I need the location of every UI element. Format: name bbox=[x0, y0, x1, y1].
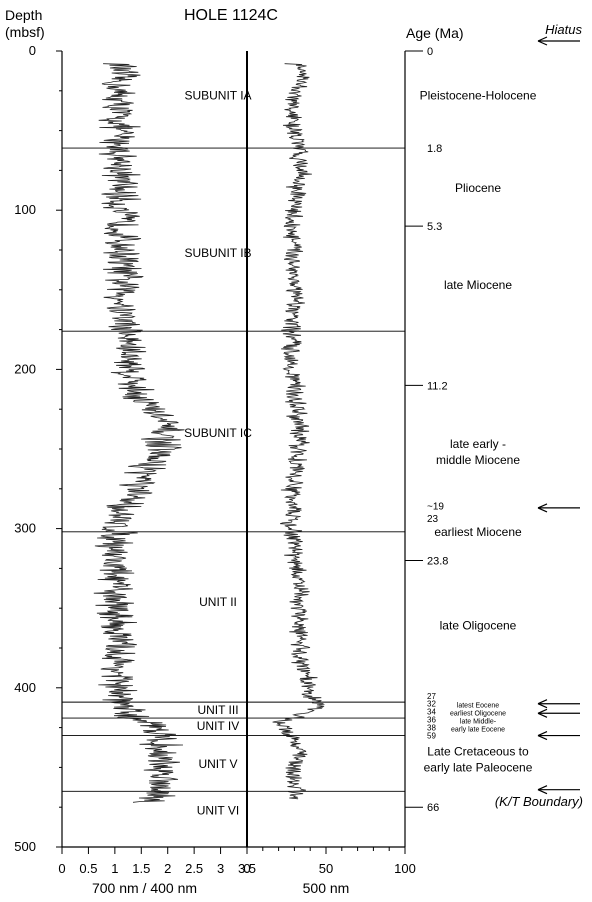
profile-series-2 bbox=[272, 63, 325, 800]
x-tick-label: 1 bbox=[111, 861, 118, 876]
x-axis-label: 500 nm bbox=[303, 880, 350, 896]
x-tick-label: 0 bbox=[243, 861, 250, 876]
x-tick-label: 2 bbox=[164, 861, 171, 876]
x-tick-label: 2.5 bbox=[185, 861, 203, 876]
age-marker-label: 38 bbox=[427, 724, 436, 733]
ylabel-line-2: (mbsf) bbox=[5, 24, 45, 40]
epoch-label: late Oligocene bbox=[440, 619, 517, 633]
epoch-label: Late Cretaceous to bbox=[427, 744, 529, 758]
age-marker-label: 36 bbox=[427, 716, 436, 725]
kt-boundary-label: (K/T Boundary) bbox=[495, 794, 583, 809]
boundary-lines bbox=[62, 147, 405, 792]
ylabel: Depth (mbsf) bbox=[5, 7, 45, 40]
chart-title: HOLE 1124C bbox=[184, 7, 278, 24]
age-tick-label: 23.8 bbox=[427, 555, 448, 567]
x-tick-label: 1.5 bbox=[132, 861, 150, 876]
age-marker-label: 34 bbox=[427, 708, 436, 717]
y-tick-label: 100 bbox=[14, 202, 36, 217]
epoch-label: middle Miocene bbox=[436, 453, 520, 467]
age-marker-label: 32 bbox=[427, 700, 436, 709]
epoch-label: earliest Miocene bbox=[434, 525, 522, 539]
unit-labels: SUBUNIT IA SUBUNIT IB SUBUNIT IC UNIT II UNI… bbox=[184, 89, 252, 818]
unit-label: UNIT IV bbox=[197, 719, 239, 733]
y-tick-label: 200 bbox=[14, 361, 36, 376]
age-tick-label: 0 bbox=[427, 46, 433, 58]
age-boundary-label: 1.8 bbox=[427, 143, 442, 155]
y-tick-label: 500 bbox=[14, 839, 36, 854]
age-tick-label: 66 bbox=[427, 802, 439, 814]
arrow-head bbox=[537, 503, 548, 513]
unit-label: UNIT II bbox=[199, 595, 237, 609]
epoch-label: Pliocene bbox=[455, 181, 501, 195]
epoch-label: early late Eocene bbox=[451, 727, 505, 734]
epoch-label: late Miocene bbox=[444, 278, 512, 292]
x-tick-label: 0.5 bbox=[79, 861, 97, 876]
hiatus-arrows bbox=[537, 36, 580, 795]
y-tick-label: 300 bbox=[14, 521, 36, 536]
arrow-head bbox=[537, 699, 548, 709]
epoch-labels: Pleistocene-Holocene Pliocene late Miocene… bbox=[420, 89, 537, 775]
unit-label: SUBUNIT IA bbox=[184, 89, 251, 103]
epoch-label: late early - bbox=[450, 437, 506, 451]
unit-label: SUBUNIT IB bbox=[184, 246, 251, 260]
plot-frame: 0 100 200 300 400 500 bbox=[14, 43, 406, 854]
age-tick-label: 11.2 bbox=[427, 380, 448, 392]
y-tick-label: 0 bbox=[29, 43, 36, 58]
x-tick-label: 50 bbox=[319, 861, 333, 876]
unit-label: SUBUNIT IC bbox=[184, 426, 252, 440]
age-marker-label: ~19 bbox=[427, 501, 444, 512]
arrow-head bbox=[537, 731, 548, 741]
unit-label: UNIT VI bbox=[197, 803, 239, 817]
unit-label: UNIT III bbox=[197, 703, 238, 717]
age-axis-label: Age (Ma) bbox=[406, 25, 464, 41]
epoch-label: late Middle- bbox=[460, 719, 497, 726]
epoch-label: early late Paleocene bbox=[424, 760, 533, 774]
profiles bbox=[93, 63, 325, 803]
age-marker-label: 59 bbox=[427, 732, 436, 741]
age-tick-label: 5.3 bbox=[427, 221, 442, 233]
hiatus-label: Hiatus bbox=[545, 22, 582, 37]
x-axes: 0 0.5 1 1.5 2 2.5 3 3.5 700 nm / 400 nm 0 50 100 500… bbox=[58, 846, 416, 896]
arrow-head bbox=[537, 708, 548, 718]
x-tick-label: 3.5 bbox=[238, 861, 256, 876]
x-axis-label: 700 nm / 400 nm bbox=[92, 880, 197, 896]
arrow-head bbox=[537, 36, 548, 46]
epoch-label: latest Eocene bbox=[457, 703, 500, 710]
ylabel-line-1: Depth bbox=[5, 7, 42, 23]
x-tick-label: 100 bbox=[394, 861, 416, 876]
y-tick-label: 400 bbox=[14, 680, 36, 695]
unit-label: UNIT V bbox=[198, 757, 237, 771]
age-marker-label: 23 bbox=[427, 514, 439, 525]
x-tick-label: 3 bbox=[217, 861, 224, 876]
profile-series-1 bbox=[93, 63, 185, 803]
arrow-head bbox=[537, 785, 548, 795]
age-marker-label: 27 bbox=[427, 692, 436, 701]
epoch-label: earliest Oligocene bbox=[450, 711, 506, 718]
epoch-label: Pleistocene-Holocene bbox=[420, 89, 537, 103]
x-tick-label: 0 bbox=[58, 861, 65, 876]
